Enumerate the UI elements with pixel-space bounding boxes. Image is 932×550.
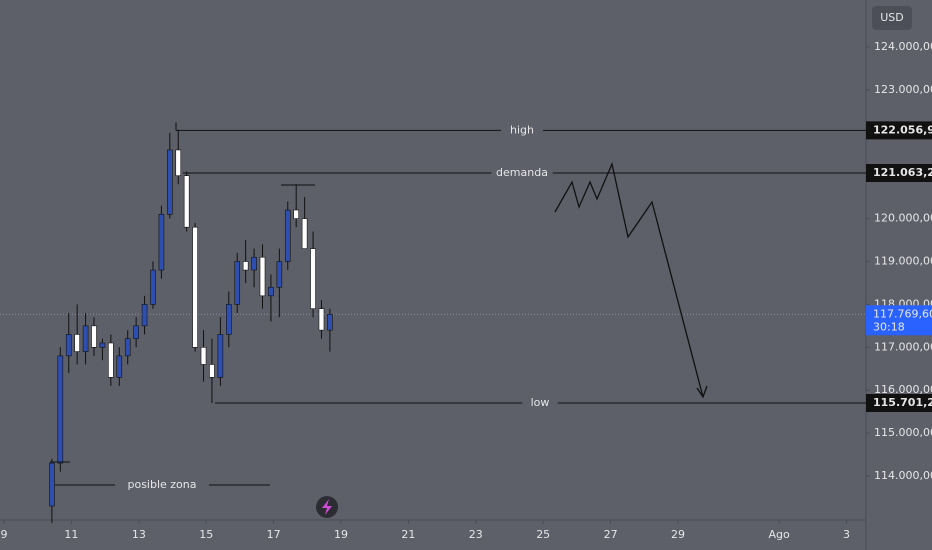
candle-body — [108, 342, 114, 378]
candle-body — [99, 342, 106, 348]
x-tick-label: Ago — [768, 528, 790, 541]
candle-body — [91, 325, 97, 348]
x-tick-label: 15 — [199, 528, 213, 541]
x-tick-label: 19 — [334, 528, 348, 541]
candle-body — [175, 149, 182, 177]
x-tick-label: 13 — [132, 528, 146, 541]
x-tick-label: 27 — [604, 528, 618, 541]
currency[interactable]: USD — [880, 11, 904, 24]
level-name: posible zona — [127, 478, 196, 491]
x-tick-label: 9 — [1, 528, 8, 541]
candle-body — [276, 261, 283, 288]
x-tick-label: 21 — [401, 528, 415, 541]
candle-body — [192, 226, 198, 348]
candle-body — [65, 334, 72, 357]
candle-body — [124, 338, 131, 357]
candle-body — [284, 209, 291, 262]
candle-body — [318, 308, 325, 331]
candle-body — [217, 334, 224, 378]
candle-body — [209, 364, 215, 378]
candle-body — [327, 313, 333, 331]
level-price: 121.063,20 — [873, 166, 932, 179]
candle-body — [310, 248, 316, 309]
y-tick-label: 124.000,00 — [874, 40, 932, 53]
last-price-badge — [866, 305, 932, 336]
candle-body — [251, 256, 257, 271]
level-name: high — [510, 123, 534, 136]
projection-drawing — [554, 161, 704, 398]
candle-body — [167, 149, 173, 215]
candle-body — [74, 334, 80, 352]
candle-body — [293, 209, 299, 219]
candle-body — [183, 175, 190, 228]
candle-body — [133, 325, 139, 340]
x-tick-label: 29 — [671, 528, 685, 541]
candle-body — [57, 355, 64, 464]
level-price: 122.056,95 — [873, 123, 932, 136]
candle-body — [158, 214, 165, 271]
x-tick-label: 23 — [469, 528, 483, 541]
level-badge — [866, 121, 932, 140]
y-tick-label: 119.000,00 — [874, 255, 932, 268]
candle-body — [49, 462, 55, 507]
candle-body — [116, 355, 123, 378]
currency-button[interactable] — [872, 6, 912, 30]
y-tick-label: 117.000,00 — [874, 340, 932, 353]
candle-body — [234, 261, 241, 305]
y-tick-label: 114.000,00 — [874, 469, 932, 482]
y-tick-label: 115.000,00 — [874, 426, 932, 439]
level-name: demanda — [496, 166, 548, 179]
x-tick-label: 11 — [64, 528, 78, 541]
candle-body — [301, 218, 308, 249]
candle-body — [225, 304, 232, 335]
x-tick-label: 17 — [267, 528, 281, 541]
candle-body — [150, 269, 156, 305]
candle-body — [141, 304, 148, 327]
candle-body — [200, 346, 207, 365]
arrow-head — [696, 385, 708, 399]
candle-body — [268, 286, 274, 297]
alert-icon — [322, 499, 332, 515]
y-tick-label: 123.000,00 — [874, 83, 932, 96]
level-name: low — [531, 396, 550, 409]
countdown: 30:18 — [873, 320, 905, 333]
plot — [0, 130, 866, 524]
level-badge — [866, 163, 932, 182]
candle-body — [242, 261, 249, 271]
x-tick-label: 25 — [536, 528, 550, 541]
y-tick-label: 116.000,00 — [874, 383, 932, 396]
candle-body — [82, 325, 89, 352]
candle-body — [259, 256, 266, 297]
last-price: 117.769,60 — [873, 307, 932, 320]
x-tick-label: 3 — [843, 528, 850, 541]
level-price: 115.701,26 — [873, 396, 932, 409]
y-tick-label: 120.000,00 — [874, 212, 932, 225]
level-badge — [866, 394, 932, 413]
